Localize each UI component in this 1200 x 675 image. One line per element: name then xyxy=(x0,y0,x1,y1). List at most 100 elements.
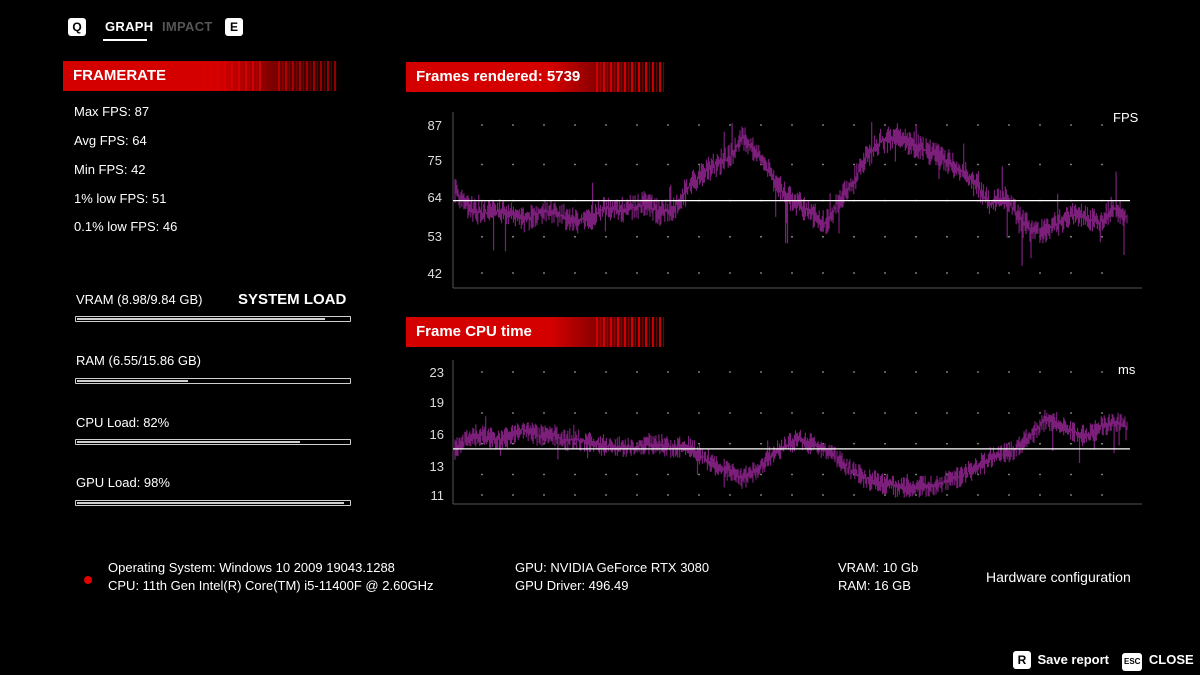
ram-load-label: RAM (6.55/15.86 GB) xyxy=(76,353,201,368)
grid-dot xyxy=(946,124,948,126)
avg-fps-stat: Avg FPS: 64 xyxy=(74,133,147,148)
grid-dot xyxy=(915,412,917,414)
save-report-button[interactable]: R Save report xyxy=(1013,651,1109,669)
cpu-time-tick-label: 19 xyxy=(429,395,444,410)
fps-chart xyxy=(452,112,1142,289)
tab-graph[interactable]: GRAPH xyxy=(105,19,154,34)
grid-dot xyxy=(853,163,855,166)
grid-dot xyxy=(574,124,576,126)
ram-info: RAM: 16 GB xyxy=(838,578,911,593)
grid-dot xyxy=(481,442,483,445)
grid-dot xyxy=(822,371,824,373)
grid-dot xyxy=(667,412,669,414)
cpu-time-tick-label: 11 xyxy=(430,488,445,503)
grid-dot xyxy=(481,272,483,274)
vram-load-bar xyxy=(75,316,351,322)
fps-tick-label: 87 xyxy=(427,118,442,133)
grid-dot xyxy=(1101,163,1103,166)
grid-dot xyxy=(574,272,576,274)
grid-dot xyxy=(1101,272,1103,274)
grid-dot xyxy=(698,412,700,414)
system-load-title: SYSTEM LOAD xyxy=(238,291,347,308)
close-label: CLOSE xyxy=(1148,652,1194,667)
grid-dot xyxy=(667,124,669,126)
grid-dot xyxy=(574,412,576,414)
grid-dot xyxy=(822,124,824,126)
q-key-hint[interactable]: Q xyxy=(68,18,86,36)
grid-dot xyxy=(481,412,483,414)
grid-dot xyxy=(791,235,793,238)
grid-dot xyxy=(543,412,545,414)
grid-dot xyxy=(574,494,576,496)
grid-dot xyxy=(977,235,979,238)
grid-dot xyxy=(853,442,855,445)
frame-cpu-time-title: Frame CPU time xyxy=(416,323,532,340)
vram-load-label: VRAM (8.98/9.84 GB) xyxy=(76,292,203,307)
gpu-load-label: GPU Load: 98% xyxy=(76,475,170,490)
e-key-hint[interactable]: E xyxy=(225,18,243,36)
cpu-load-bar xyxy=(75,439,351,445)
grid-dot xyxy=(636,235,638,238)
grid-dot xyxy=(915,163,917,166)
grid-dot xyxy=(636,163,638,166)
grid-dot xyxy=(1008,124,1010,126)
grid-dot xyxy=(1008,473,1010,476)
grid-dot xyxy=(822,235,824,238)
grid-dot xyxy=(760,412,762,414)
grid-dot xyxy=(977,371,979,373)
grid-dot xyxy=(574,163,576,166)
low-1pct-fps-stat: 1% low FPS: 51 xyxy=(74,191,167,206)
fps-tick-label: 64 xyxy=(427,190,442,205)
grid-dot xyxy=(977,163,979,166)
grid-dot xyxy=(977,412,979,414)
grid-dot xyxy=(853,235,855,238)
grid-dot xyxy=(822,473,824,476)
fps-tick-label: 42 xyxy=(427,266,442,281)
grid-dot xyxy=(605,272,607,274)
grid-dot xyxy=(760,494,762,496)
grid-dot xyxy=(543,371,545,373)
fps-axis-unit: FPS xyxy=(1113,110,1139,125)
grid-dot xyxy=(729,272,731,274)
grid-dot xyxy=(481,235,483,238)
grid-dot xyxy=(884,412,886,414)
grid-dot xyxy=(977,124,979,126)
grid-dot xyxy=(543,235,545,238)
grid-dot xyxy=(884,473,886,476)
grid-dot xyxy=(853,124,855,126)
grid-dot xyxy=(853,272,855,274)
fps-tick-label: 75 xyxy=(427,153,442,168)
grid-dot xyxy=(1039,442,1041,445)
grid-dot xyxy=(729,371,731,373)
hardware-configuration-link[interactable]: Hardware configuration xyxy=(986,569,1131,585)
grid-dot xyxy=(543,124,545,126)
tab-impact[interactable]: IMPACT xyxy=(162,19,213,34)
grid-dot xyxy=(760,235,762,238)
cpu-time-axis-unit: ms xyxy=(1118,362,1136,377)
grid-dot xyxy=(698,494,700,496)
grid-dot xyxy=(853,494,855,496)
grid-dot xyxy=(946,272,948,274)
series-line xyxy=(454,409,1128,498)
grid-dot xyxy=(915,235,917,238)
grid-dot xyxy=(1101,473,1103,476)
grid-dot xyxy=(667,163,669,166)
grid-dot xyxy=(1008,371,1010,373)
grid-dot xyxy=(636,494,638,496)
grid-dot xyxy=(1039,473,1041,476)
framerate-banner: FRAMERATE xyxy=(63,61,343,91)
grid-dot xyxy=(760,272,762,274)
grid-dot xyxy=(512,412,514,414)
active-tab-underline xyxy=(103,39,147,41)
grid-dot xyxy=(574,473,576,476)
grid-dot xyxy=(698,473,700,476)
frame-cpu-time-banner: Frame CPU time xyxy=(406,317,668,347)
cpu-load-label: CPU Load: 82% xyxy=(76,415,170,430)
grid-dot xyxy=(791,412,793,414)
close-button[interactable]: ESC CLOSE xyxy=(1122,651,1194,671)
grid-dot xyxy=(1008,272,1010,274)
grid-dot xyxy=(1101,124,1103,126)
grid-dot xyxy=(791,272,793,274)
grid-dot xyxy=(1101,494,1103,496)
grid-dot xyxy=(915,272,917,274)
